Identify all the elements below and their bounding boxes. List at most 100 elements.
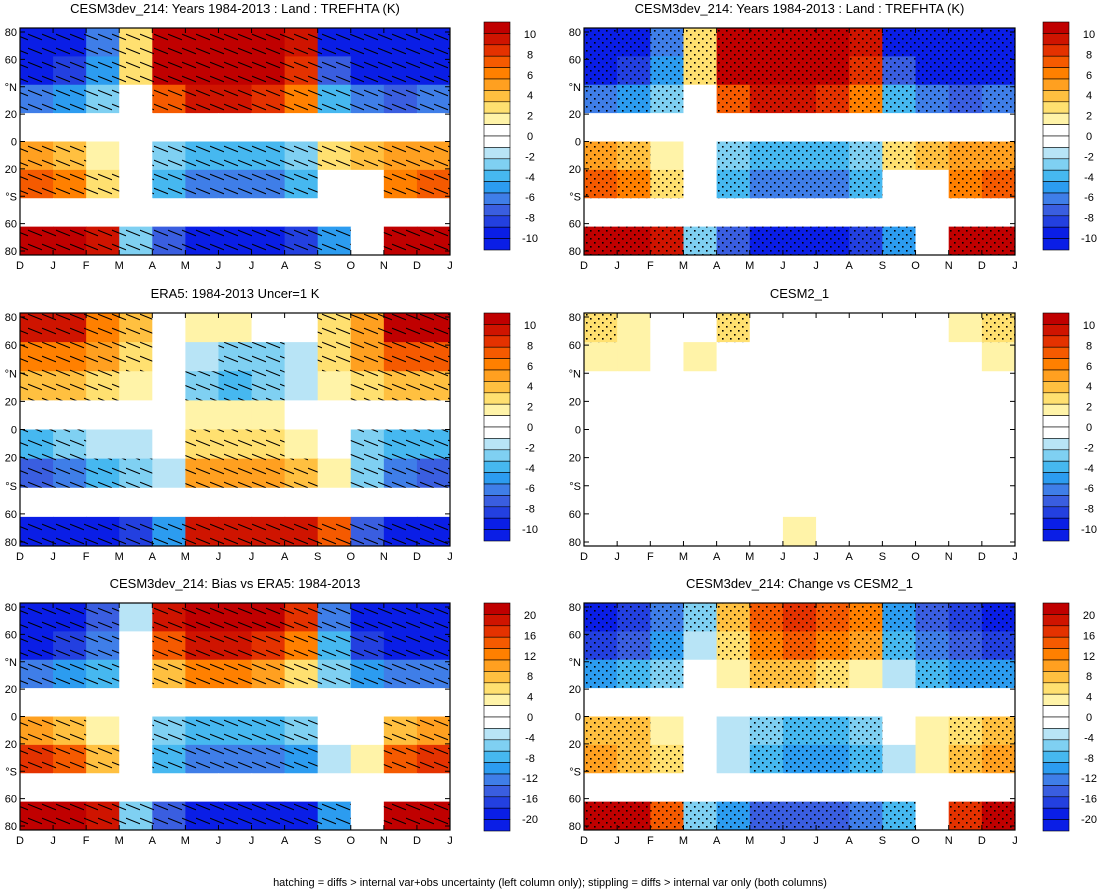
x-tick-label: J	[216, 835, 222, 847]
significance-overlay	[185, 631, 220, 661]
heatmap-cell	[716, 342, 751, 372]
heatmap-cell	[152, 400, 186, 431]
significance-overlay	[317, 516, 352, 546]
significance-overlay	[86, 516, 120, 546]
colorbar-label: 12	[1083, 651, 1095, 663]
heatmap-cell	[782, 371, 817, 401]
heatmap-cell	[350, 716, 385, 746]
significance-overlay	[53, 342, 87, 372]
significance-overlay	[617, 169, 651, 199]
significance-overlay	[716, 28, 751, 57]
x-tick-label: D	[413, 835, 421, 847]
x-tick-label: D	[580, 260, 588, 272]
colorbar-label: -4	[1084, 732, 1094, 744]
significance-overlay	[849, 28, 883, 57]
colorbar-label: 8	[1086, 340, 1092, 352]
significance-overlay	[716, 603, 751, 632]
significance-overlay	[849, 226, 883, 255]
significance-overlay	[383, 516, 418, 546]
significance-overlay	[650, 84, 685, 114]
significance-overlay	[948, 226, 983, 255]
heatmap-cell	[849, 313, 883, 343]
significance-overlay	[152, 141, 186, 171]
colorbar-bin	[483, 739, 511, 752]
colorbar-bin	[1042, 495, 1070, 508]
heatmap-cell	[716, 458, 751, 489]
y-tick-label: °S	[569, 191, 581, 203]
y-tick-label: °N	[569, 657, 581, 669]
colorbar-bin	[483, 204, 511, 217]
heatmap-cell	[816, 371, 850, 401]
significance-overlay	[185, 801, 220, 830]
significance-overlay	[251, 801, 286, 830]
significance-overlay	[218, 141, 253, 171]
significance-overlay	[383, 371, 418, 401]
heatmap-cell	[915, 744, 950, 774]
significance-overlay	[716, 169, 751, 199]
significance-overlay	[383, 84, 418, 114]
heatmap-cell	[683, 688, 718, 718]
missing-band	[584, 791, 1015, 800]
heatmap-cell	[981, 429, 1015, 460]
heatmap-cell	[683, 113, 718, 143]
x-tick-label: M	[181, 835, 190, 847]
heatmap-cell	[617, 400, 651, 431]
significance-overlay	[849, 801, 883, 830]
x-tick-label: J	[216, 260, 222, 272]
colorbar-label: 10	[524, 320, 536, 332]
heatmap-cell	[782, 313, 817, 343]
significance-overlay	[350, 603, 385, 632]
significance-overlay	[152, 801, 186, 830]
colorbar-label: 0	[1086, 712, 1092, 724]
heatmap-cell	[915, 716, 950, 746]
colorbar-label: -6	[1084, 483, 1094, 495]
significance-overlay	[782, 744, 817, 774]
heatmap-cell	[749, 458, 784, 489]
colorbar-bin	[483, 705, 511, 718]
x-tick-label: A	[281, 260, 289, 272]
heatmap-cell	[882, 744, 917, 774]
heatmap-cell	[119, 113, 153, 143]
significance-overlay	[20, 716, 54, 746]
significance-overlay	[383, 342, 418, 372]
significance-overlay	[749, 801, 784, 830]
heatmap-cell	[749, 371, 784, 401]
x-tick-label: J	[1012, 835, 1018, 847]
heatmap-cell	[152, 113, 186, 143]
heatmap-cell	[716, 744, 751, 774]
significance-overlay	[948, 84, 983, 114]
y-tick-label: 20	[5, 396, 17, 408]
colorbar-bin	[483, 506, 511, 519]
heatmap-cell	[915, 801, 950, 830]
significance-overlay	[86, 84, 120, 114]
significance-overlay	[416, 226, 450, 255]
colorbar-label: 20	[524, 610, 536, 622]
heatmap-cell	[882, 169, 917, 199]
significance-overlay	[53, 631, 87, 661]
colorbar-bin	[1042, 739, 1070, 752]
colorbar-bin	[483, 324, 511, 337]
significance-overlay	[584, 226, 618, 255]
colorbar-label: -2	[1084, 151, 1094, 163]
y-tick-label: 20	[569, 164, 581, 176]
heatmap-cell	[683, 342, 718, 372]
significance-overlay	[119, 313, 153, 343]
colorbar-bin	[1042, 312, 1070, 325]
significance-overlay	[849, 169, 883, 199]
significance-overlay	[816, 226, 850, 255]
colorbar-label: -12	[522, 773, 538, 785]
significance-overlay	[882, 226, 917, 255]
heatmap-cell	[284, 342, 319, 372]
significance-overlay	[716, 313, 751, 343]
heatmap	[20, 313, 450, 546]
significance-overlay	[882, 56, 917, 86]
significance-overlay	[350, 371, 385, 401]
colorbar-bin	[1042, 705, 1070, 718]
colorbar-bin	[1042, 158, 1070, 171]
figure-footer: hatching = diffs > internal var+obs unce…	[273, 877, 827, 889]
significance-overlay	[218, 801, 253, 830]
significance-overlay	[716, 56, 751, 86]
colorbar-label: -4	[525, 463, 535, 475]
significance-overlay	[185, 84, 220, 114]
x-tick-label: D	[978, 260, 986, 272]
